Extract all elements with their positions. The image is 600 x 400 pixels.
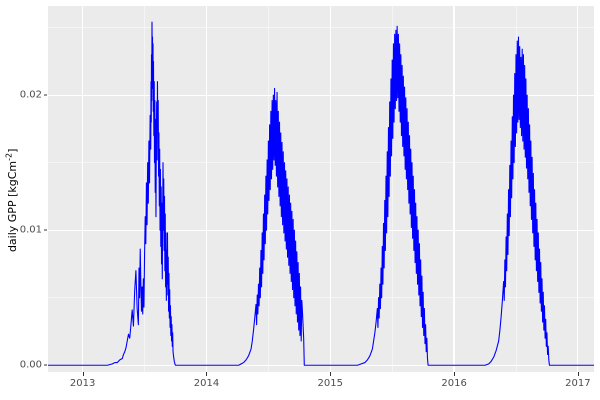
gridline-major-vertical: [205, 6, 208, 372]
gridline-major-vertical: [577, 6, 579, 372]
x-tick-mark: [454, 372, 456, 376]
y-tick-label: 0.00: [19, 359, 42, 371]
gridline-major-vertical: [82, 6, 84, 372]
y-tick-mark: [44, 94, 47, 96]
x-tick-label: 2013: [69, 378, 96, 389]
x-tick-label: 2015: [317, 378, 344, 389]
x-tick-mark: [330, 372, 332, 376]
gridline-minor-horizontal: [48, 162, 594, 163]
gridline-minor-vertical: [144, 6, 145, 372]
y-axis-ticks: 0.00 0.01 0.02: [0, 0, 42, 400]
gridline-major-horizontal: [48, 229, 594, 231]
gpp-line: [48, 21, 594, 366]
gridline-major-vertical: [453, 6, 455, 372]
gridline-major-vertical: [329, 6, 331, 372]
data-series-gpp: [48, 21, 594, 366]
y-tick-mark: [44, 364, 47, 366]
x-tick-label: 2017: [565, 378, 591, 389]
y-tick-mark: [44, 229, 47, 231]
x-tick-mark: [82, 372, 84, 376]
gridline-major-horizontal: [48, 94, 594, 96]
gridline-minor-vertical: [391, 6, 393, 372]
plot-panel: [48, 6, 594, 372]
x-tick-mark: [206, 372, 208, 376]
y-tick-label: 0.02: [19, 89, 42, 101]
gridline-minor-vertical: [515, 6, 517, 372]
y-tick-label: 0.01: [19, 224, 42, 236]
x-tick-label: 2014: [193, 378, 220, 389]
gridline-minor-horizontal: [48, 27, 594, 28]
x-tick-mark: [577, 372, 579, 376]
x-tick-label: 2016: [441, 378, 467, 389]
gridline-minor-horizontal: [48, 297, 594, 298]
